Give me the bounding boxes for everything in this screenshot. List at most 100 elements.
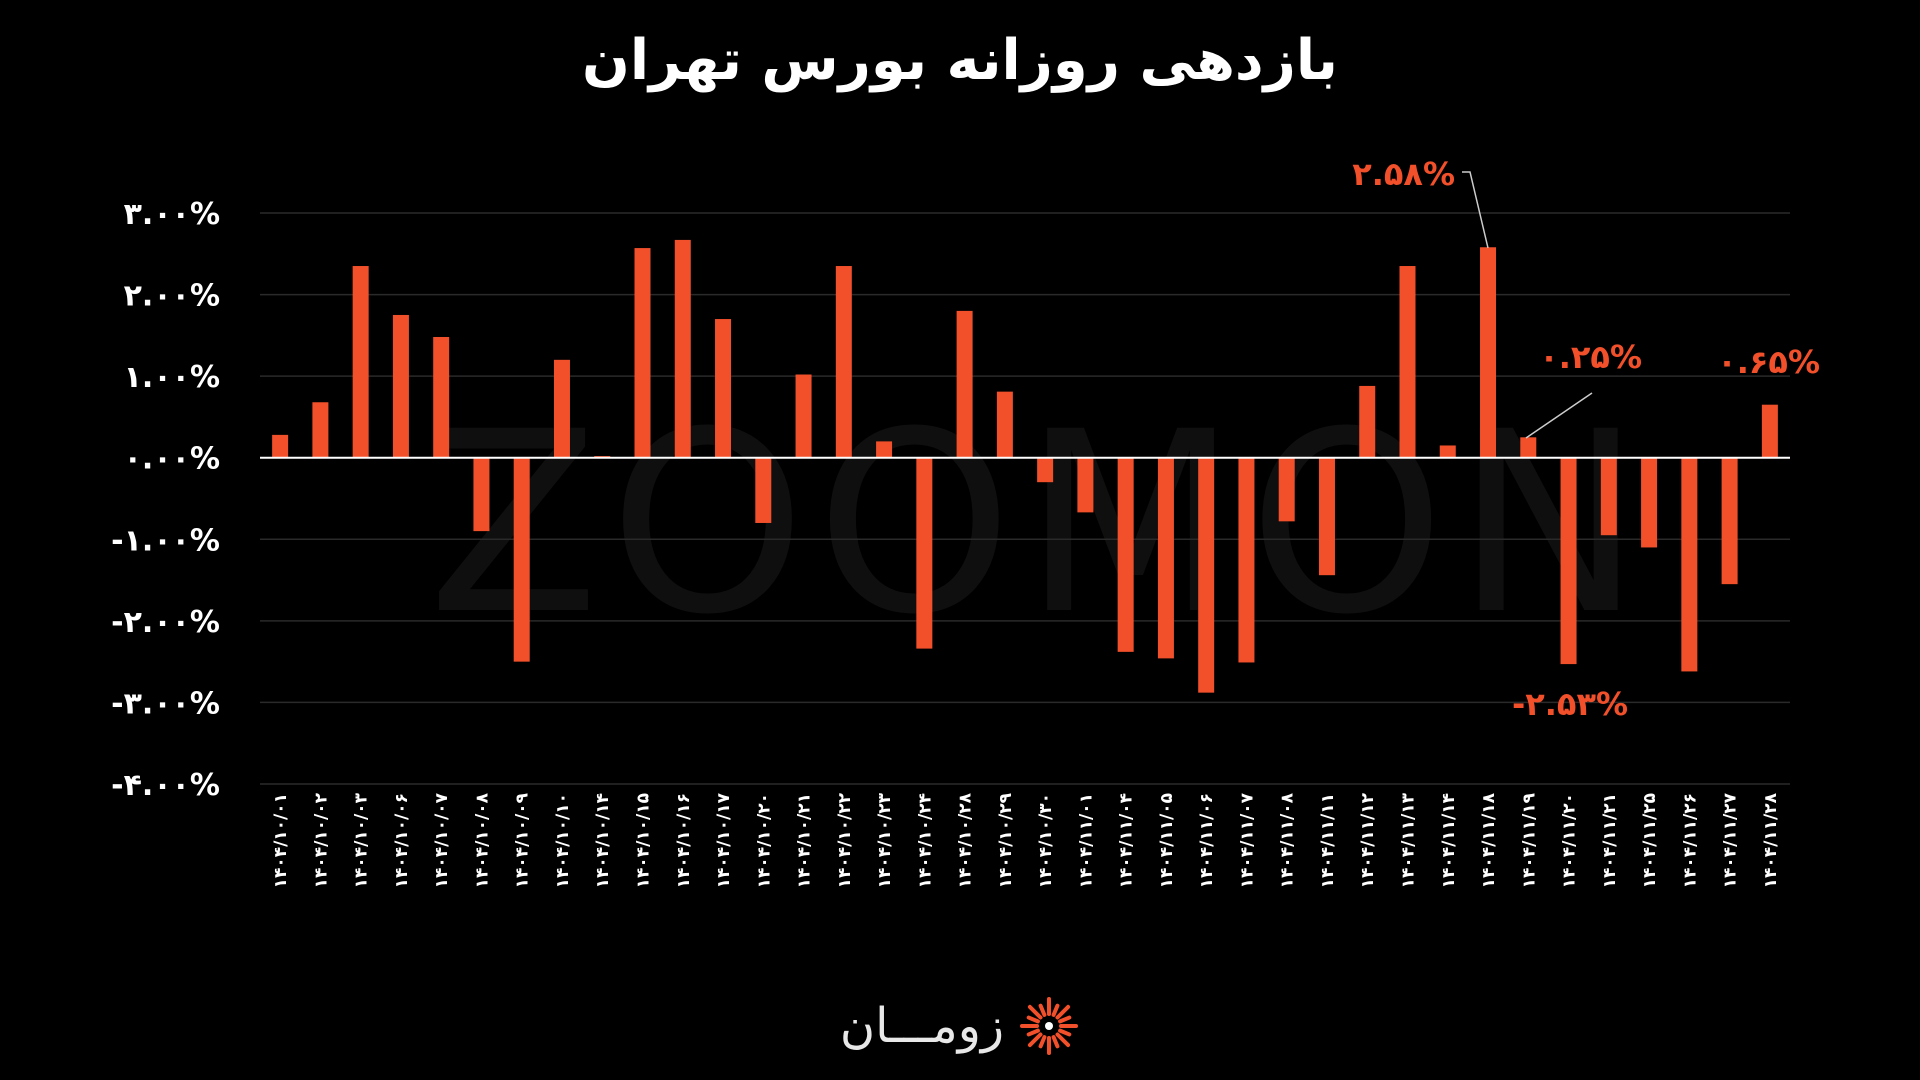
y-tick-label: ۳.۰۰% [124,197,220,232]
x-tick-label: ۱۴۰۴/۱۰/۰۲ [311,792,331,888]
x-tick-label: ۱۴۰۴/۱۰/۱۴ [593,793,613,888]
bar [1238,457,1255,663]
logo-ray [1026,1028,1040,1037]
bar [1721,457,1738,585]
bar [1077,457,1094,513]
bar [473,457,490,532]
annotation-leader-line [1462,171,1489,249]
watermark: ZOOMON [428,378,1652,669]
x-tick-label: ۱۴۰۴/۱۱/۱۸ [1479,792,1499,888]
x-tick-label: ۱۴۰۴/۱۱/۰۷ [1237,792,1257,888]
x-tick-label: ۱۴۰۴/۱۱/۰۴ [1117,793,1137,888]
brand-footer: زومـــان [0,995,1920,1057]
logo-ray [1027,1032,1043,1048]
y-tick-label: -۳.۰۰% [111,686,220,721]
bar [1198,457,1215,693]
x-tick-label: ۱۴۰۴/۱۰/۲۸ [956,792,976,888]
y-tick-label: ۱.۰۰% [124,360,220,395]
chart-title: بازدهی روزانه بورس تهران [582,28,1338,93]
bar [876,441,893,458]
bar [1359,385,1376,458]
x-tick-label: ۱۴۰۴/۱۱/۱۲ [1358,792,1378,888]
x-axis-ticks: ۱۴۰۴/۱۰/۰۱ ۱۴۰۴/۱۰/۰۲ ۱۴۰۴/۱۰/۰۳ ۱۴۰۴/۱۰/۰۶… [271,792,1781,888]
bar [392,314,409,458]
bar [916,457,933,649]
x-tick-label: ۱۴۰۴/۱۰/۰۱ [271,793,291,888]
logo-ray [1051,1035,1060,1049]
bar [795,374,812,458]
logo-ray [1058,1015,1072,1024]
x-tick-label: ۱۴۰۴/۱۰/۱۵ [634,793,654,888]
data-labels: ۲.۵۸% ۰.۲۵% -۲.۵۳% ۰.۶۵% [1352,155,1820,723]
bar [1318,457,1335,576]
y-axis-ticks: ۳.۰۰% ۲.۰۰% ۱.۰۰% ۰.۰۰% -۱.۰۰% -۲.۰۰% -۳.۰۰% -۴… [111,197,220,803]
bar [513,457,530,662]
x-tick-label: ۱۴۰۴/۱۰/۲۱ [795,793,815,888]
x-tick-label: ۱۴۰۴/۱۱/۰۵ [1157,793,1177,888]
bar [352,266,369,458]
y-tick-label: ۰.۰۰% [124,442,220,477]
brand-name: زومـــان [839,998,1005,1054]
x-tick-label: ۱۴۰۴/۱۱/۲۸ [1761,792,1781,888]
bar [1641,457,1658,548]
data-label: ۰.۲۵% [1539,338,1642,376]
x-tick-label: ۱۴۰۴/۱۰/۰۷ [432,792,452,888]
data-label: ۲.۵۸% [1352,155,1455,193]
logo-ray [1038,1003,1047,1017]
x-tick-label: ۱۴۰۴/۱۱/۱۹ [1519,792,1539,888]
logo-ray [1051,1003,1060,1017]
x-tick-label: ۱۴۰۴/۱۰/۱۷ [714,792,734,888]
logo-ray [1027,1004,1043,1020]
bar [1480,247,1497,458]
logo-ray [1058,1028,1072,1037]
x-tick-label: ۱۴۰۴/۱۱/۲۱ [1600,793,1620,888]
bar [272,434,289,458]
bar [996,391,1013,458]
bar [1157,457,1174,659]
y-tick-label: -۱.۰۰% [111,523,220,558]
bar [433,336,450,458]
x-tick-label: ۱۴۰۴/۱۰/۰۳ [352,792,372,888]
x-tick-label: ۱۴۰۴/۱۱/۲۰ [1560,793,1580,888]
y-tick-label: ۲.۰۰% [124,279,220,314]
bar [1399,266,1416,458]
x-tick-label: ۱۴۰۴/۱۰/۲۴ [915,793,935,888]
x-tick-label: ۱۴۰۴/۱۰/۰۸ [472,792,492,888]
x-tick-label: ۱۴۰۴/۱۰/۰۶ [392,793,412,888]
bar [1761,404,1778,458]
data-label: ۰.۶۵% [1717,343,1820,381]
x-tick-label: ۱۴۰۴/۱۱/۲۵ [1640,793,1660,888]
logo-ray [1055,1004,1071,1020]
x-tick-label: ۱۴۰۴/۱۰/۲۳ [875,792,895,888]
bars [272,239,1778,693]
x-tick-label: ۱۴۰۴/۱۱/۲۶ [1680,793,1700,888]
bar [1681,457,1698,672]
bar [715,319,732,458]
x-tick-label: ۱۴۰۴/۱۱/۱۳ [1399,792,1419,888]
bar [1520,437,1537,458]
bar [1037,457,1054,483]
sunburst-logo-icon [1020,997,1079,1055]
bar [835,266,852,458]
x-tick-label: ۱۴۰۴/۱۱/۱۱ [1318,793,1338,888]
y-tick-label: -۴.۰۰% [111,768,220,803]
bar [312,402,329,458]
logo-ray [1038,1035,1047,1049]
x-tick-label: ۱۴۰۴/۱۰/۰۹ [513,792,533,888]
y-tick-label: -۲.۰۰% [111,605,220,640]
x-tick-label: ۱۴۰۴/۱۱/۰۶ [1197,793,1217,888]
x-tick-label: ۱۴۰۴/۱۱/۲۷ [1721,792,1741,888]
bar [1439,445,1456,458]
bar [1600,457,1617,536]
logo-ray [1026,1015,1040,1024]
bar [1278,457,1295,522]
bar [1117,457,1134,652]
x-tick-label: ۱۴۰۴/۱۰/۲۰ [754,793,774,888]
x-tick-label: ۱۴۰۴/۱۱/۱۴ [1439,793,1459,888]
bar [674,239,691,458]
logo-ray [1055,1032,1071,1048]
x-tick-label: ۱۴۰۴/۱۰/۱۶ [674,793,694,888]
x-tick-label: ۱۴۰۴/۱۰/۲۲ [835,792,855,888]
bar [1560,457,1577,665]
